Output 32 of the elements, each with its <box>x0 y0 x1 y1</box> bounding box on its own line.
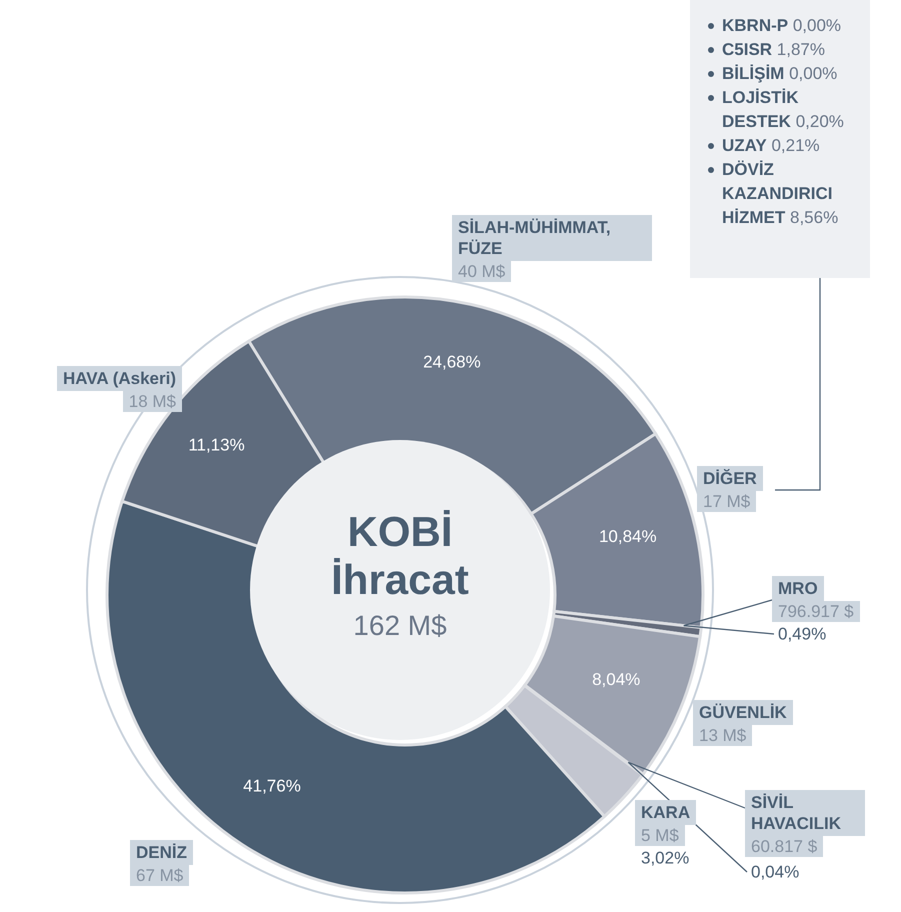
data-label: 41,76% <box>243 776 301 796</box>
text: 17 M$ <box>703 492 750 511</box>
data-label: 3,02% <box>641 848 690 868</box>
data-label: 24,68% <box>423 352 481 372</box>
data-label: 11,13% <box>188 435 245 454</box>
text: 40 M$ <box>458 262 506 281</box>
data-label: 0,49% <box>778 624 826 644</box>
text: LOJİSTİK DESTEK 0,20% <box>722 88 844 131</box>
text: 67 M$ <box>136 866 184 885</box>
data-label: 10,84% <box>598 526 657 546</box>
text: UZAY 0,21% <box>722 136 820 155</box>
text: BİLİŞİM 0,00% <box>722 64 838 83</box>
text: 18 M$ <box>128 392 176 411</box>
text: C5ISR 1,87% <box>722 40 826 59</box>
data-label: 8,04% <box>592 670 640 690</box>
text: 60.817 $ <box>751 837 818 856</box>
data-label: 0,04% <box>751 862 800 882</box>
text: DÖVİZ KAZANDIRICI HİZMET 8,56% <box>722 160 838 227</box>
slice-label: DENİZ <box>130 840 193 865</box>
slice-label: DİĞER <box>697 466 763 491</box>
slice-label: HAVA (Askeri) <box>56 366 182 391</box>
text: KBRN-P 0,00% <box>722 16 842 35</box>
text: 162 M$ <box>352 610 448 642</box>
slice-label: SİVİL HAVACILIK <box>745 790 865 836</box>
slice-label: KARA <box>635 800 696 825</box>
slice-label: SİLAH-MÜHİMMAT, FÜZE <box>452 215 652 261</box>
slice-label: MRO <box>772 576 824 601</box>
text: 796.917 $ <box>778 602 854 621</box>
text: KOBİ İhracat <box>330 508 470 604</box>
slice-label: GÜVENLİK <box>693 700 793 725</box>
text: 13 M$ <box>699 726 746 745</box>
text: 5 M$ <box>641 826 679 845</box>
